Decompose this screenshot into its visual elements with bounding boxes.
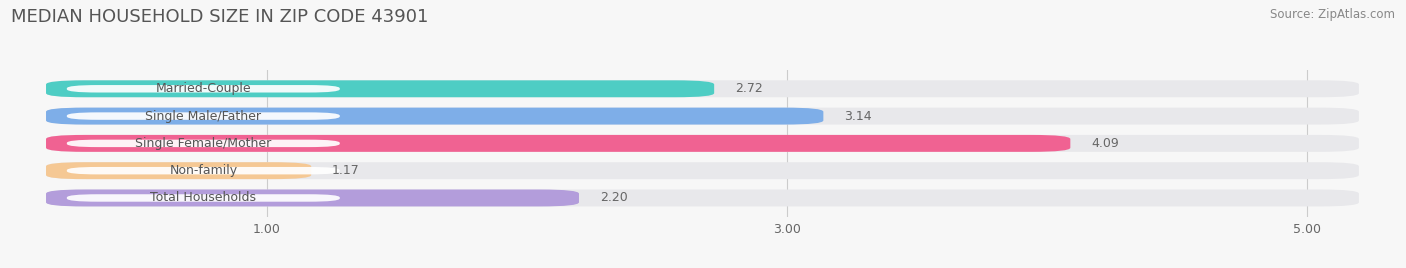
Text: 4.09: 4.09: [1091, 137, 1119, 150]
FancyBboxPatch shape: [67, 194, 340, 202]
FancyBboxPatch shape: [46, 80, 714, 97]
FancyBboxPatch shape: [46, 189, 1360, 206]
FancyBboxPatch shape: [67, 167, 340, 174]
Text: Total Households: Total Households: [150, 191, 256, 204]
FancyBboxPatch shape: [46, 162, 1360, 179]
Text: Source: ZipAtlas.com: Source: ZipAtlas.com: [1270, 8, 1395, 21]
Text: Single Male/Father: Single Male/Father: [145, 110, 262, 122]
FancyBboxPatch shape: [46, 108, 824, 125]
FancyBboxPatch shape: [67, 85, 340, 92]
Text: 3.14: 3.14: [844, 110, 872, 122]
Text: 1.17: 1.17: [332, 164, 360, 177]
FancyBboxPatch shape: [46, 135, 1360, 152]
Text: Single Female/Mother: Single Female/Mother: [135, 137, 271, 150]
Text: 2.72: 2.72: [735, 82, 762, 95]
Text: MEDIAN HOUSEHOLD SIZE IN ZIP CODE 43901: MEDIAN HOUSEHOLD SIZE IN ZIP CODE 43901: [11, 8, 429, 26]
FancyBboxPatch shape: [46, 108, 1360, 125]
FancyBboxPatch shape: [67, 112, 340, 120]
FancyBboxPatch shape: [46, 135, 1070, 152]
FancyBboxPatch shape: [46, 80, 1360, 97]
FancyBboxPatch shape: [46, 162, 311, 179]
Text: Married-Couple: Married-Couple: [156, 82, 252, 95]
FancyBboxPatch shape: [46, 189, 579, 206]
Text: 2.20: 2.20: [600, 191, 627, 204]
FancyBboxPatch shape: [67, 140, 340, 147]
Text: Non-family: Non-family: [169, 164, 238, 177]
